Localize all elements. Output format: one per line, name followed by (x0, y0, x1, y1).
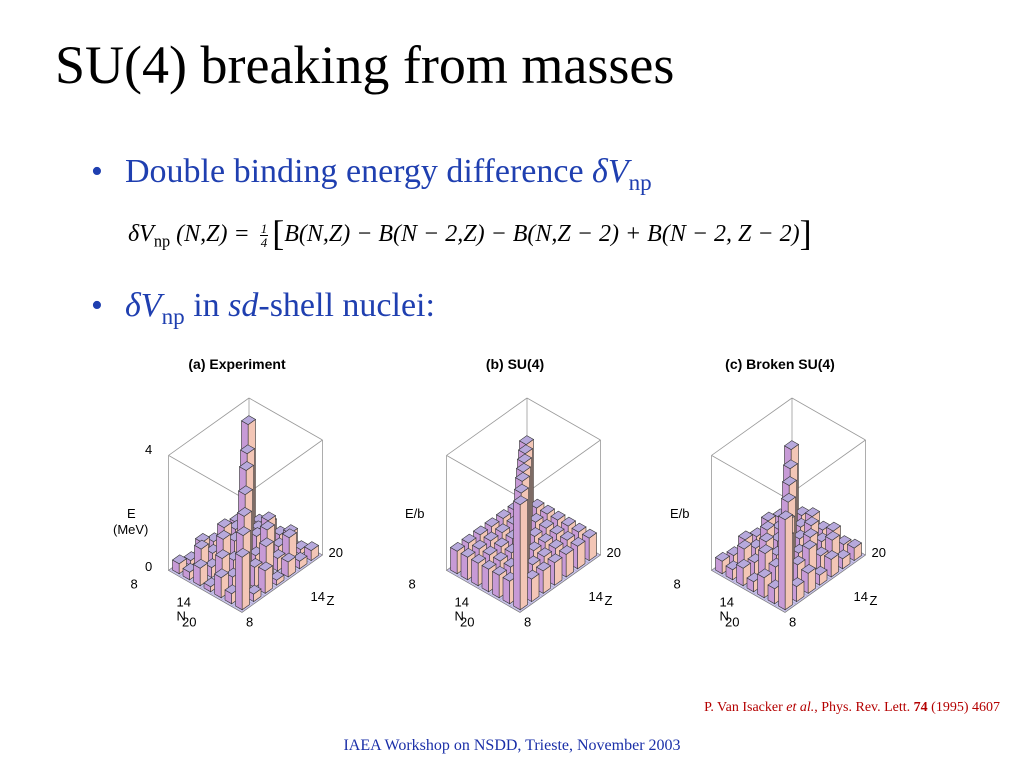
panel-title: (c) Broken SU(4) (725, 356, 835, 372)
bullet1-text: Double binding energy difference (125, 153, 593, 190)
bar (777, 510, 794, 611)
bar (192, 558, 209, 587)
bullet-dot: • (91, 287, 103, 324)
bullet1-symbol: δV (592, 153, 629, 190)
n-tick: 8 (674, 576, 681, 591)
panel-title: (a) Experiment (188, 356, 286, 372)
n-tick: 14 (177, 594, 191, 609)
citation-journal: , Phys. Rev. Lett. (814, 700, 914, 715)
n-axis-label: N (177, 608, 186, 623)
bar (234, 547, 251, 611)
z-tick: 14 (589, 589, 603, 604)
bullet1-sub: np (628, 170, 652, 197)
formula-lhs-args: (N,Z) = (176, 221, 250, 247)
bar (823, 550, 840, 578)
panel-title: (b) SU(4) (485, 356, 545, 372)
bullet2-italic: sd (228, 287, 259, 324)
citation-rest: (1995) 4607 (927, 700, 1000, 715)
z-tick: 14 (311, 589, 325, 604)
bar (280, 552, 297, 578)
n-tick: 20 (460, 614, 474, 629)
z-tick: 8 (246, 614, 253, 629)
formula-lhs-sub: np (153, 231, 171, 251)
n-axis-label: N (720, 608, 729, 623)
bars (714, 440, 863, 611)
chart-panel-experiment: (a) Experiment 4 0 E (MeV) 8 14 20 N 8 14 20 Z (107, 348, 367, 648)
z-axis-label: Z (870, 593, 878, 608)
z-tick: 20 (329, 545, 343, 560)
bullet-dot: • (91, 153, 103, 190)
z-tick: 14 (854, 589, 868, 604)
formula-close-bracket: ] (799, 213, 812, 253)
bar (292, 551, 308, 570)
e-axis-label: E/b (670, 506, 690, 521)
citation: P. Van Isacker et al., Phys. Rev. Lett. … (704, 700, 1000, 716)
fraction-numerator: 1 (259, 220, 269, 236)
bar (846, 538, 863, 562)
n-tick: 8 (131, 576, 138, 591)
citation-etal: et al. (786, 700, 815, 715)
bullet2-symbol: δV (125, 287, 162, 324)
bar (725, 560, 741, 581)
fraction-denominator: 4 (260, 234, 268, 250)
bullet-double-binding: • Double binding energy difference δVnp (91, 153, 652, 197)
bar (535, 561, 552, 594)
formula-open-bracket: [ (272, 213, 285, 253)
n-tick: 20 (725, 614, 739, 629)
bar (246, 584, 262, 603)
formula-lhs-symbol: δV (128, 221, 154, 247)
bullet2-mid: in (184, 287, 229, 324)
z-tick: 8 (524, 614, 531, 629)
footer: IAEA Workshop on NSDD, Trieste, November… (343, 737, 681, 754)
slide-title: SU(4) breaking from masses (55, 35, 675, 95)
z-axis-label: Z (605, 593, 613, 608)
y-tick: 0 (145, 559, 152, 574)
z-axis-label: Z (327, 593, 335, 608)
z-tick: 8 (789, 614, 796, 629)
n-tick: 20 (182, 614, 196, 629)
formula: δVnp (N,Z) = 1 4 [B(N,Z) − B(N − 2,Z) − B(… (128, 212, 812, 254)
bullet2-sub: np (161, 304, 185, 331)
citation-volume: 74 (913, 700, 928, 715)
bar (512, 495, 529, 611)
bar (171, 554, 188, 575)
bar (257, 561, 274, 594)
n-tick: 8 (409, 576, 416, 591)
bullet-sd-shell: • δVnp in sd-shell nuclei: (91, 287, 435, 331)
n-axis-label: N (455, 608, 464, 623)
bars (171, 415, 320, 611)
bar (735, 558, 752, 587)
n-tick: 14 (455, 594, 469, 609)
e-axis-label: E (127, 506, 136, 521)
chart-panel-broken-su4: (c) Broken SU(4) E/b 8 14 20 N 8 14 20 Z (650, 348, 910, 648)
n-tick: 14 (720, 594, 734, 609)
chart-panel-su4: (b) SU(4) E/b 8 14 20 N 8 14 20 Z (385, 348, 645, 648)
z-tick: 20 (872, 545, 886, 560)
z-tick: 20 (607, 545, 621, 560)
bars (449, 435, 598, 611)
e-axis-unit: (MeV) (113, 522, 148, 537)
y-tick: 4 (145, 442, 152, 457)
citation-authors: P. Van Isacker (704, 700, 787, 715)
e-axis-label: E/b (405, 506, 425, 521)
bullet2-tail: -shell nuclei: (258, 287, 435, 324)
formula-body: B(N,Z) − B(N − 2,Z) − B(N,Z − 2) + B(N −… (284, 221, 800, 247)
